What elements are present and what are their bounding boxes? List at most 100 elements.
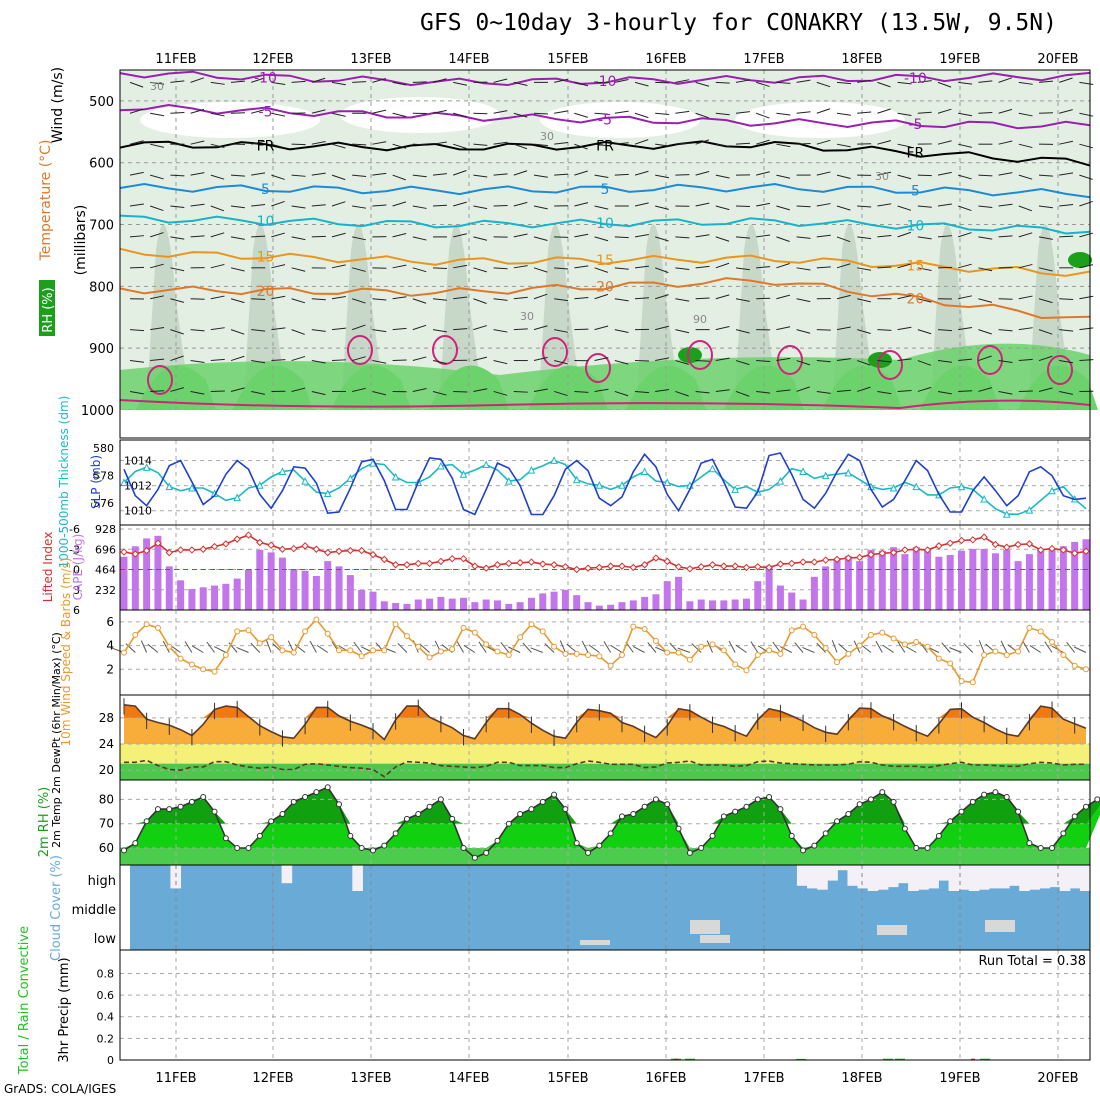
wind-barb: [150, 390, 165, 392]
wind-barb: [129, 108, 144, 114]
lifted-index-line-point: [539, 560, 547, 568]
cape-bar: [143, 538, 151, 610]
wind-barb-10m: [610, 645, 623, 653]
wind-barb: [937, 203, 952, 207]
wind-barb: [978, 174, 993, 177]
wind-barb: [453, 81, 467, 86]
rh-clear-region: [540, 102, 700, 138]
rh2m-line-point: [743, 803, 750, 810]
wind-barb: [533, 325, 548, 331]
lifted-index-line-point: [663, 557, 671, 566]
lifted-index-line-point: [991, 540, 1000, 549]
rh-shade-low-level: [120, 343, 1090, 410]
wind-barb: [816, 139, 831, 145]
wind-barb: [291, 355, 306, 362]
wind-speed-line-point: [1026, 624, 1033, 631]
wind-barb: [230, 174, 246, 177]
thickness-line-point: [527, 465, 536, 474]
wind-speed-line-point: [188, 661, 195, 668]
wind-speed-line-point: [449, 646, 456, 653]
wind-speed-line-point: [551, 643, 558, 650]
date-label-top: 11FEB: [155, 52, 196, 67]
wind-speed-line-point: [528, 621, 535, 628]
date-label-top: 16FEB: [645, 52, 686, 67]
precip-bar: [685, 1058, 695, 1060]
precip-tick-label: 0.6: [97, 989, 115, 1002]
wind-barb: [614, 360, 629, 365]
slp-tick-label: 1014: [124, 455, 152, 468]
lifted-index-line-point: [878, 549, 886, 558]
wind-barb: [493, 110, 508, 114]
wind-barb: [372, 390, 387, 396]
thickness-tick-label: 576: [93, 497, 114, 510]
wind-barb: [392, 296, 407, 300]
lifted-index-line-point: [482, 564, 490, 572]
cape-bar: [460, 597, 468, 610]
precip-bar: [980, 1058, 990, 1060]
wind-speed-line-point: [347, 647, 354, 654]
cloud-low-fill: [700, 935, 730, 943]
cloud-high-clear: [948, 865, 960, 891]
rh2m-line-point: [200, 794, 207, 800]
wind-barb: [614, 173, 629, 176]
wind-barb: [655, 112, 670, 115]
cape-bar: [392, 603, 400, 610]
contour-15: [119, 247, 1091, 277]
lifted-index-line-point: [799, 558, 807, 566]
cloud-high-clear: [827, 865, 838, 881]
wind-barb: [1059, 172, 1074, 176]
wind-barb: [331, 359, 347, 362]
wind-barb: [614, 236, 629, 239]
rh2m-line-point: [437, 796, 444, 803]
rh2m-line-point: [800, 847, 807, 854]
wind-barb: [493, 360, 508, 365]
wind-barb: [513, 81, 528, 87]
lifted-index-line-point: [957, 536, 966, 545]
rh2m-line-point: [1060, 830, 1067, 837]
cloud-high-clear: [928, 865, 939, 889]
date-label-top: 14FEB: [448, 52, 489, 67]
wind-barb: [291, 329, 305, 335]
rh2m-line-point: [1003, 794, 1010, 800]
wind-barb: [432, 109, 447, 114]
wind-speed-line-point: [958, 678, 965, 685]
rh2m-line-point: [811, 842, 818, 849]
lifted-index-line-point: [301, 542, 309, 550]
precip-legend-label: Total / Rain Convective: [17, 926, 32, 1075]
precip-bar: [883, 1058, 893, 1060]
cloud-high-clear: [918, 865, 929, 890]
rh2m-line-point: [698, 845, 705, 851]
rh2m-line-point: [369, 847, 376, 854]
wind-barb: [614, 110, 629, 114]
cape-bar: [448, 598, 456, 610]
wind-barb: [756, 112, 770, 119]
dewpoint-line: [124, 759, 1086, 778]
wind-barb: [230, 267, 245, 272]
wind-barb-10m: [147, 643, 159, 653]
cloud-high-clear: [352, 865, 363, 891]
wind-barb: [372, 141, 387, 145]
cape-bar: [573, 595, 581, 610]
rh2m-line-point: [256, 832, 263, 839]
wind-barb: [432, 204, 448, 207]
wind-barb: [473, 143, 488, 146]
wind-speed-line-point: [166, 643, 173, 650]
lifted-index-line-point: [516, 559, 524, 567]
wind-barb: [271, 232, 285, 238]
rh-label: 30: [150, 80, 164, 93]
wind-barb: [453, 170, 467, 176]
cape-bar: [822, 566, 830, 610]
wind-speed-line-point: [517, 634, 524, 641]
wind-speed-line-point: [324, 630, 331, 637]
wind-barb-10m: [162, 640, 170, 653]
rh2m-line-point: [992, 789, 999, 796]
wind-barb-10m: [875, 640, 883, 653]
li-tick-label: -6: [69, 523, 80, 536]
wind-barb: [756, 266, 771, 269]
wind-barb: [271, 327, 286, 331]
wind-barb: [473, 325, 487, 331]
cape-bar: [1037, 548, 1045, 610]
wind-barb: [998, 77, 1013, 83]
wind-barb: [715, 262, 730, 269]
